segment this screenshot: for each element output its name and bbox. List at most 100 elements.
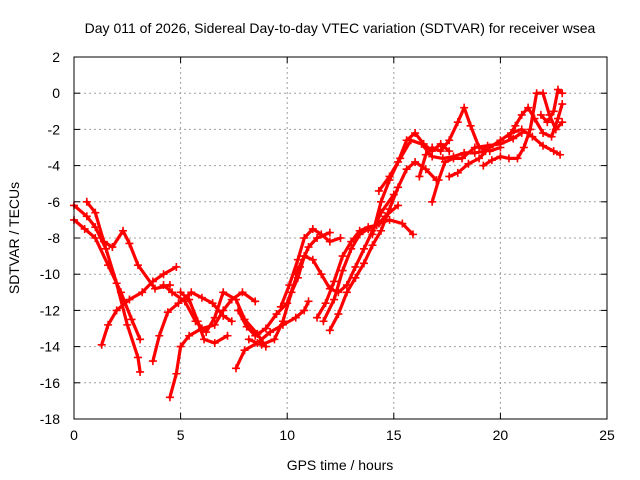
- series-track-23: [504, 100, 567, 141]
- data-point-marker: [197, 293, 206, 302]
- series-track-12: [276, 224, 345, 311]
- data-point-marker: [547, 132, 556, 141]
- data-point-marker: [165, 393, 174, 402]
- data-point-marker: [487, 156, 496, 165]
- data-point-marker: [417, 139, 426, 148]
- data-point-marker: [453, 168, 462, 177]
- data-point-marker: [185, 331, 194, 340]
- data-point-marker: [127, 315, 136, 324]
- data-point-marker: [159, 281, 168, 290]
- data-point-marker: [330, 295, 339, 304]
- data-point-marker: [219, 306, 228, 315]
- data-point-marker: [148, 357, 157, 366]
- y-tick-label: -6: [48, 194, 61, 210]
- data-point-marker: [539, 141, 548, 150]
- series-line: [234, 299, 311, 370]
- data-point-marker: [436, 147, 445, 156]
- data-point-marker: [308, 255, 317, 264]
- data-point-marker: [293, 255, 302, 264]
- series-track-13: [291, 190, 398, 297]
- series-line: [321, 218, 415, 323]
- series-track-24: [536, 85, 567, 127]
- y-tick-label: 0: [52, 85, 60, 101]
- data-point-marker: [445, 136, 454, 145]
- data-point-marker: [496, 152, 505, 161]
- x-axis-label: GPS time / hours: [287, 457, 394, 473]
- data-point-marker: [519, 143, 528, 152]
- data-point-marker: [319, 317, 328, 326]
- series-line: [168, 290, 257, 399]
- data-point-marker: [208, 299, 217, 308]
- data-point-marker: [556, 150, 565, 159]
- data-point-marker: [232, 364, 241, 373]
- data-point-marker: [285, 281, 294, 290]
- data-point-marker: [513, 154, 522, 163]
- data-point-marker: [517, 125, 526, 134]
- data-point-marker: [210, 313, 219, 322]
- data-point-marker: [385, 205, 394, 214]
- data-point-marker: [428, 143, 437, 152]
- data-point-marker: [300, 306, 309, 315]
- data-point-marker: [330, 277, 339, 286]
- data-point-marker: [291, 313, 300, 322]
- data-point-marker: [193, 317, 202, 326]
- data-point-marker: [368, 241, 377, 250]
- y-tick-label: 2: [52, 49, 60, 65]
- y-tick-label: -14: [40, 339, 60, 355]
- data-point-marker: [479, 161, 488, 170]
- data-point-marker: [351, 262, 360, 271]
- data-point-marker: [219, 288, 228, 297]
- data-point-marker: [238, 288, 247, 297]
- data-point-marker: [261, 324, 270, 333]
- data-point-marker: [475, 154, 484, 163]
- data-point-marker: [351, 273, 360, 282]
- data-point-marker: [355, 230, 364, 239]
- data-point-marker: [123, 320, 132, 329]
- y-tick-label: -8: [48, 230, 61, 246]
- data-point-marker: [539, 129, 548, 138]
- series-line: [72, 203, 142, 374]
- data-point-marker: [549, 107, 558, 116]
- data-point-marker: [526, 125, 535, 134]
- data-point-marker: [359, 259, 368, 268]
- data-point-marker: [359, 244, 368, 253]
- data-point-marker: [82, 197, 91, 206]
- data-point-marker: [475, 143, 484, 152]
- data-point-marker: [176, 288, 185, 297]
- data-point-marker: [80, 224, 89, 233]
- data-point-marker: [325, 326, 334, 335]
- series-line: [430, 131, 524, 204]
- y-tick-label: -4: [48, 158, 61, 174]
- data-point-marker: [394, 183, 403, 192]
- data-point-marker: [374, 186, 383, 195]
- y-axis-label: SDTVAR / TECUs: [6, 182, 22, 294]
- data-point-marker: [325, 237, 334, 246]
- x-tick-label: 20: [493, 427, 509, 443]
- data-point-marker: [304, 243, 313, 252]
- series-track-8: [176, 288, 232, 347]
- data-point-marker: [99, 237, 108, 246]
- data-point-marker: [530, 114, 539, 123]
- data-point-marker: [125, 295, 134, 304]
- data-point-marker: [300, 234, 309, 242]
- data-point-marker: [317, 230, 326, 239]
- data-point-marker: [272, 310, 281, 319]
- data-point-marker: [266, 328, 275, 337]
- data-point-marker: [244, 335, 253, 344]
- y-tick-label: -2: [48, 121, 61, 137]
- data-point-marker: [172, 369, 181, 378]
- series-track-15: [319, 215, 417, 326]
- data-point-marker: [91, 234, 100, 242]
- data-point-marker: [270, 335, 279, 344]
- data-point-marker: [136, 367, 145, 376]
- data-point-marker: [434, 176, 443, 185]
- data-point-marker: [511, 121, 520, 130]
- x-tick-label: 0: [70, 427, 78, 443]
- data-point-marker: [174, 299, 183, 308]
- data-point-marker: [278, 317, 287, 326]
- data-point-marker: [223, 331, 232, 340]
- series-track-20: [415, 103, 505, 181]
- data-point-marker: [524, 103, 533, 112]
- data-point-marker: [202, 328, 211, 337]
- data-point-marker: [539, 89, 548, 98]
